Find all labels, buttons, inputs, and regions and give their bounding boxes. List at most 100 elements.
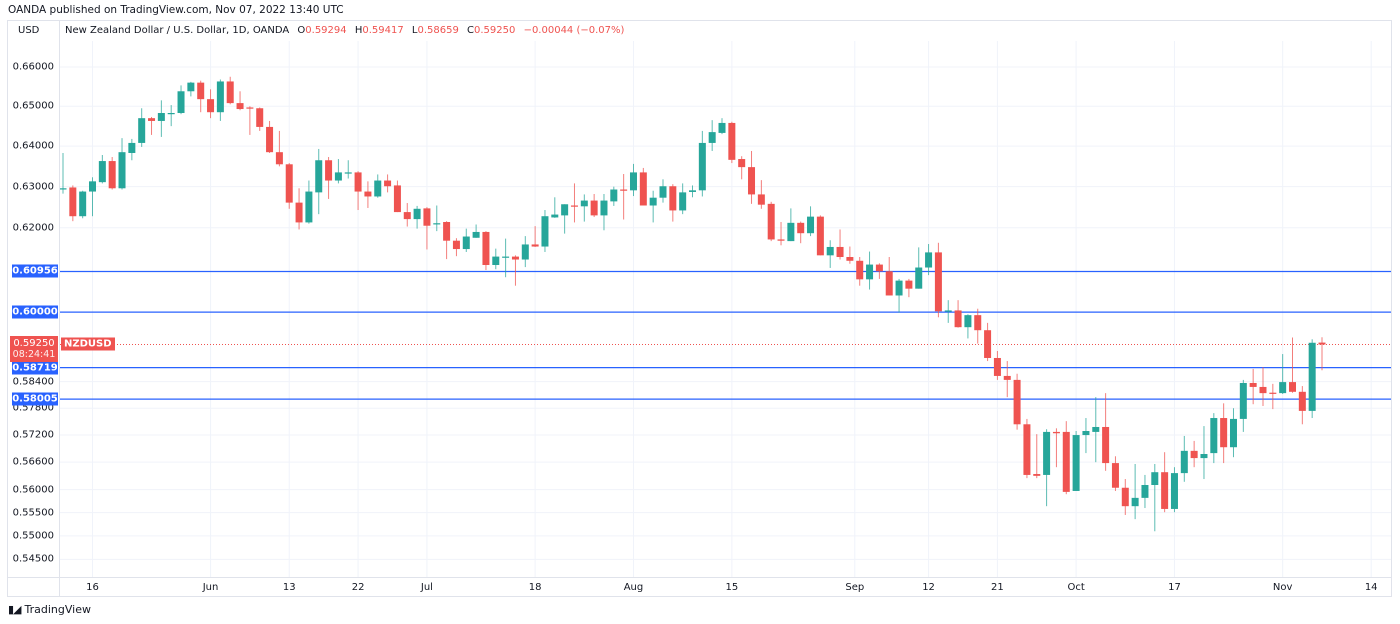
candle-body	[1190, 450, 1198, 459]
last-price-value: 0.59250	[13, 338, 55, 350]
candle-up	[413, 205, 421, 229]
candle-body	[177, 91, 185, 114]
candle-body	[236, 103, 244, 110]
candle-body	[1131, 497, 1139, 507]
candle-down	[875, 263, 883, 279]
horizontal-lines	[60, 270, 1391, 400]
candle-body	[1082, 431, 1090, 436]
candle-up	[964, 314, 972, 339]
time-tick-label: Aug	[623, 582, 644, 593]
candle-body	[1170, 473, 1178, 509]
candle-up	[89, 177, 97, 217]
candle-up	[98, 155, 106, 184]
candle-body	[728, 122, 736, 160]
horizontal-line-price-badge[interactable]: 0.58719	[12, 361, 58, 375]
candle-body	[895, 280, 903, 296]
horizontal-line-price-badge[interactable]: 0.58005	[12, 392, 58, 406]
candle-up	[138, 108, 146, 147]
candle-down	[285, 163, 293, 209]
price-tick-label: 0.57200	[12, 429, 54, 441]
candle-down	[620, 174, 628, 220]
tradingview-logo[interactable]: ▮◢ TradingView	[8, 603, 91, 616]
candle-body	[1003, 375, 1011, 380]
candle-body	[738, 159, 746, 168]
time-tick-label: 22	[351, 582, 365, 593]
price-tick-label: 0.64000	[12, 140, 54, 152]
candle-down	[246, 106, 254, 135]
candle-body	[305, 191, 313, 223]
candle-down	[1289, 337, 1296, 393]
candle-down	[757, 180, 765, 209]
candle-down	[236, 91, 244, 111]
candle-up	[1279, 354, 1287, 395]
candle-down	[728, 121, 736, 164]
candle-body	[649, 197, 657, 206]
candle-up	[679, 183, 687, 215]
tradingview-logo-text: TradingView	[24, 603, 91, 616]
candle-body	[187, 82, 195, 92]
candle-body	[354, 172, 362, 192]
candle-down	[1102, 393, 1110, 471]
candle-down	[1298, 386, 1306, 425]
candle-body	[216, 81, 224, 113]
candle-body	[1052, 431, 1060, 434]
candle-body	[89, 181, 97, 192]
time-tick-label: 17	[1168, 582, 1181, 593]
candle-body	[531, 244, 539, 247]
candle-body	[1200, 454, 1208, 459]
candle-down	[905, 278, 913, 298]
candle-body	[423, 208, 431, 226]
candle-up	[866, 251, 874, 290]
candle-down	[1052, 428, 1060, 468]
candle-up	[1200, 426, 1208, 480]
candle-body	[659, 186, 667, 198]
candle-body	[315, 160, 323, 193]
candle-down	[570, 183, 578, 223]
candle-down	[669, 184, 677, 222]
candle-body	[364, 191, 372, 197]
candle-body	[246, 107, 254, 109]
candle-up	[344, 160, 352, 179]
price-axis-divider	[59, 20, 60, 597]
candle-down	[452, 238, 460, 257]
candle-up	[826, 240, 834, 268]
candle-down	[511, 255, 519, 286]
candle-body	[167, 113, 175, 115]
candle-down	[1259, 367, 1267, 406]
candle-body	[1092, 426, 1100, 432]
candle-body	[1023, 424, 1031, 475]
candle-down	[934, 242, 942, 318]
candle-up	[629, 163, 637, 197]
candle-body	[374, 180, 382, 197]
candle-body	[1013, 379, 1021, 425]
candle-body	[1151, 472, 1159, 485]
price-tick-label: 0.57800	[12, 402, 54, 414]
candle-body	[1111, 463, 1119, 488]
horizontal-line-price-badge[interactable]: 0.60956	[12, 264, 58, 278]
candle-body	[393, 185, 401, 213]
candle-body	[629, 172, 637, 191]
candle-body	[403, 212, 411, 220]
candle-body	[807, 216, 815, 234]
candle-body	[610, 189, 618, 202]
candle-body	[472, 231, 480, 238]
candle-up	[1082, 418, 1090, 454]
candle-down	[443, 221, 451, 260]
candle-down	[423, 207, 431, 250]
candle-down	[954, 300, 962, 328]
candle-up	[807, 206, 815, 237]
candle-down	[777, 222, 785, 246]
horizontal-line-price-badge[interactable]: 0.60000	[12, 305, 58, 319]
candle-up	[118, 138, 126, 190]
chart-frame	[7, 20, 1392, 597]
candle-body	[689, 190, 697, 192]
candle-up	[462, 228, 470, 252]
candle-body	[285, 164, 293, 203]
candle-body	[836, 246, 844, 258]
candle-body	[915, 267, 923, 289]
candle-up	[1092, 397, 1100, 463]
candle-down	[1249, 368, 1257, 405]
candle-body	[708, 132, 716, 143]
candle-body	[1239, 382, 1247, 419]
